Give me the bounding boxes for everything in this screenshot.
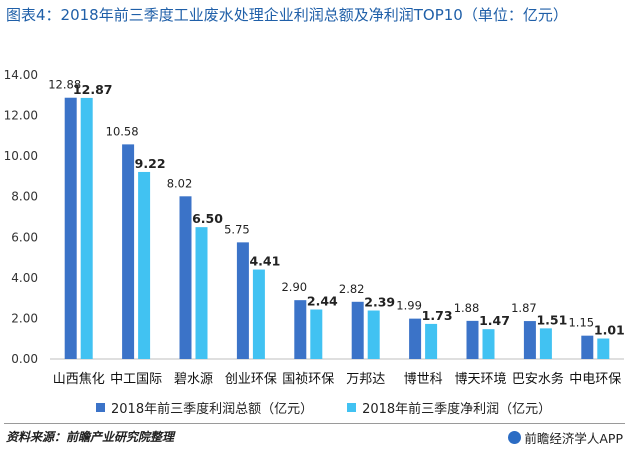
bar-net-profit — [195, 227, 208, 359]
y-axis: 0.00 2.00 4.00 6.00 8.00 10.00 12.00 14.00 — [4, 68, 624, 366]
y-tick-label: 12.00 — [4, 109, 38, 123]
value-label-net-profit: 6.50 — [192, 211, 223, 226]
value-label-net-profit: 1.73 — [422, 308, 453, 323]
category-label: 中工国际 — [110, 372, 162, 387]
bars — [64, 97, 610, 360]
legend-label-total-profit: 2018年前三季度利润总额（亿元） — [111, 402, 314, 417]
bar-total-profit — [179, 196, 192, 359]
category-label: 碧水源 — [174, 372, 213, 387]
bar-total-profit — [64, 97, 77, 359]
bar-net-profit — [597, 338, 610, 359]
bar-total-profit — [351, 301, 364, 359]
bar-net-profit — [425, 323, 438, 359]
value-label-net-profit: 12.87 — [73, 82, 113, 97]
footer-divider — [4, 423, 625, 424]
bar-total-profit — [523, 321, 536, 359]
y-tick-label: 8.00 — [11, 190, 38, 204]
bar-chart: 0.00 2.00 4.00 6.00 8.00 10.00 12.00 14.00 12.8… — [4, 68, 625, 387]
value-label-total-profit: 10.58 — [106, 124, 139, 138]
source-note: 资料来源：前瞻产业研究院整理 — [6, 430, 175, 444]
value-label-total-profit: 1.15 — [568, 316, 594, 330]
category-label: 巴安水务 — [512, 371, 564, 387]
brand-logo-icon — [508, 431, 522, 444]
y-tick-label: 2.00 — [11, 311, 38, 325]
value-label-total-profit: 5.75 — [224, 222, 250, 236]
y-tick-label: 10.00 — [4, 149, 38, 163]
value-label-total-profit: 1.87 — [511, 301, 537, 315]
value-label-total-profit: 12.88 — [48, 78, 81, 92]
bar-net-profit — [539, 328, 552, 359]
value-label-net-profit: 1.01 — [594, 323, 625, 338]
value-label-net-profit: 2.39 — [364, 295, 395, 310]
value-label-total-profit: 2.90 — [281, 280, 307, 294]
legend-item-total-profit: 2018年前三季度利润总额（亿元） — [96, 398, 313, 417]
category-label: 创业环保 — [225, 372, 277, 387]
legend-label-net-profit: 2018年前三季度净利润（亿元） — [362, 402, 552, 417]
value-label-net-profit: 9.22 — [135, 156, 166, 171]
chart-title: 图表4：2018年前三季度工业废水处理企业利润总额及净利润TOP10（单位：亿元… — [6, 6, 568, 24]
bar-net-profit — [252, 269, 265, 359]
brand: 前瞻经济学人APP — [508, 428, 623, 447]
category-label: 国祯环保 — [282, 372, 334, 387]
brand-name: 前瞻经济学人APP — [524, 431, 623, 446]
bar-total-profit — [466, 320, 479, 359]
bar-total-profit — [581, 335, 594, 359]
value-label-total-profit: 2.82 — [339, 282, 365, 296]
bar-net-profit — [138, 171, 151, 359]
legend: 2018年前三季度利润总额（亿元） 2018年前三季度净利润（亿元） — [96, 398, 551, 417]
bar-net-profit — [80, 97, 93, 360]
value-label-net-profit: 1.47 — [479, 313, 510, 328]
bar-net-profit — [367, 310, 380, 359]
category-label: 万邦达 — [346, 372, 385, 387]
value-labels: 12.8812.8710.589.228.026.505.754.412.902… — [48, 78, 624, 338]
value-label-net-profit: 2.44 — [307, 294, 338, 309]
bar-net-profit — [482, 329, 495, 359]
legend-swatch-total-profit — [96, 403, 105, 412]
y-tick-label: 0.00 — [11, 352, 38, 366]
y-tick-label: 4.00 — [11, 271, 38, 285]
value-label-total-profit: 1.88 — [454, 301, 480, 315]
bar-net-profit — [310, 309, 323, 359]
bar-total-profit — [409, 318, 422, 359]
category-label: 山西焦化 — [53, 372, 105, 387]
category-label: 博世科 — [404, 372, 443, 387]
category-label: 中电环保 — [569, 372, 621, 387]
bar-total-profit — [122, 144, 135, 359]
value-label-net-profit: 4.41 — [249, 254, 280, 269]
legend-item-net-profit: 2018年前三季度净利润（亿元） — [347, 398, 551, 417]
legend-swatch-net-profit — [347, 403, 357, 412]
y-tick-label: 14.00 — [4, 68, 38, 82]
category-label: 博天环境 — [454, 372, 506, 387]
value-label-total-profit: 1.99 — [396, 299, 422, 313]
bar-total-profit — [236, 242, 249, 359]
value-label-net-profit: 1.51 — [536, 312, 567, 327]
value-label-total-profit: 8.02 — [167, 176, 193, 190]
bar-total-profit — [294, 300, 307, 359]
y-tick-label: 6.00 — [11, 230, 38, 244]
category-labels: 山西焦化 中工国际 碧水源 创业环保 国祯环保 万邦达 博世科 博天环境 巴安水务 中电环保 — [53, 371, 622, 387]
